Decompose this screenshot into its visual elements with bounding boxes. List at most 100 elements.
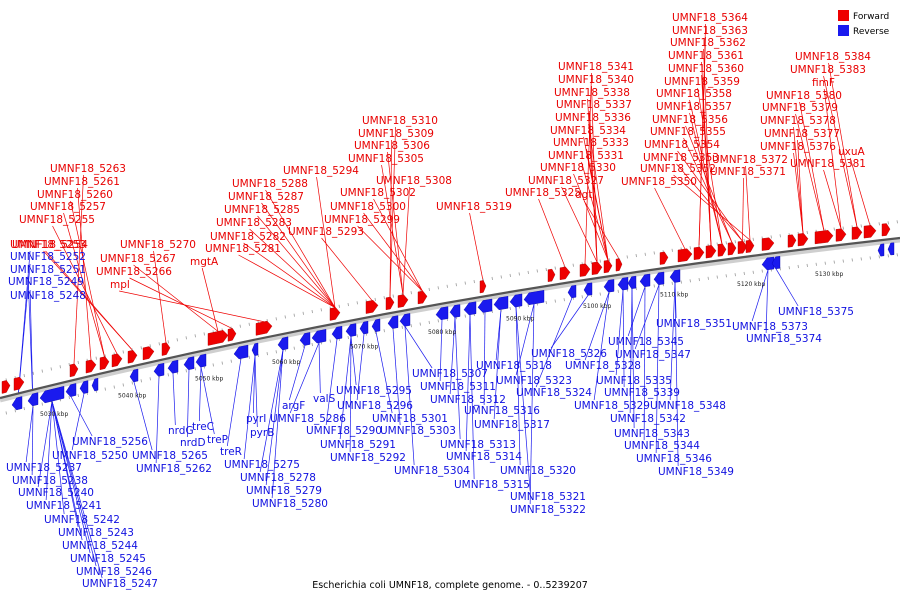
leader-line [77, 187, 92, 360]
legend-reverse-swatch [838, 25, 849, 36]
reverse-gene-label: UMNF18_5346 [636, 453, 712, 465]
leader-line [439, 319, 443, 382]
minor-tick [41, 369, 43, 373]
reverse-gene-label: UMNF18_5279 [246, 485, 322, 497]
scale-tick-label: 5040 kbp [118, 393, 146, 400]
leader-line [249, 228, 336, 308]
forward-gene-arrow [111, 353, 123, 368]
leader-line [51, 401, 97, 567]
leader-line [198, 367, 202, 422]
forward-gene-label: UMNF18_5294 [283, 165, 359, 177]
leader-line [586, 148, 609, 261]
minor-tick [410, 291, 412, 295]
leader-line [52, 225, 118, 354]
minor-tick [167, 340, 169, 344]
reverse-gene-arrow [399, 313, 411, 327]
scale-tick-label: 5130 kbp [815, 271, 843, 278]
minor-tick [275, 317, 277, 321]
forward-gene-arrow [851, 226, 863, 240]
forward-gene-label: UMNF18_5266 [96, 266, 172, 278]
leader-line [581, 161, 609, 261]
forward-gene-label: UMNF18_5377 [764, 128, 840, 140]
leader-line [449, 317, 456, 395]
reverse-gene-arrow [311, 329, 327, 344]
minor-tick [302, 344, 304, 348]
forward-gene-label: UMNF18_5288 [232, 178, 308, 190]
forward-gene-label: UMNF18_5357 [656, 101, 732, 113]
minor-tick [347, 302, 349, 307]
minor-tick [248, 322, 250, 326]
minor-tick [374, 297, 376, 301]
minor-tick [734, 240, 736, 244]
leader-line [133, 264, 219, 332]
leader-line [201, 267, 219, 332]
forward-gene-arrow [329, 307, 341, 321]
reverse-gene-label: UMNF18_5329 [574, 400, 650, 412]
leader-line [321, 237, 373, 301]
reverse-gene-arrow [387, 315, 399, 329]
reverse-gene-label: UMNF18_5324 [516, 387, 592, 399]
leader-line [186, 369, 190, 438]
reverse-gene-label: UMNF18_5351 [656, 318, 732, 330]
leader-line [243, 242, 336, 308]
minor-tick [311, 342, 313, 347]
reverse-gene-label: UMNF18_5241 [26, 500, 102, 512]
leader-line [51, 401, 83, 541]
leader-line [535, 297, 573, 388]
minor-tick [464, 281, 466, 285]
genome-caption: Escherichia coli UMNF18, complete genome… [312, 580, 588, 591]
minor-tick [860, 257, 862, 261]
forward-gene-arrow [745, 239, 755, 253]
reverse-gene-label: UMNF18_5339 [604, 387, 680, 399]
reverse-gene-arrow [167, 359, 179, 374]
forward-gene-label: fimF [812, 77, 835, 89]
minor-tick [743, 238, 745, 243]
minor-tick [338, 304, 340, 308]
minor-tick [185, 369, 187, 373]
minor-tick [617, 289, 619, 293]
reverse-gene-arrow [449, 304, 461, 318]
reverse-gene-label: UMNF18_5280 [252, 498, 328, 510]
minor-tick [527, 303, 529, 308]
leader-line [70, 396, 93, 437]
minor-tick [860, 224, 862, 228]
legend: Forward Reverse [838, 10, 890, 37]
minor-tick [95, 356, 97, 360]
reverse-gene-label: UMNF18_5326 [531, 348, 607, 360]
reverse-gene-arrow [331, 325, 343, 340]
minor-tick [410, 324, 412, 328]
forward-gene-label: UMNF18_5281 [205, 243, 281, 255]
reverse-gene-label: UMNF18_5307 [412, 368, 488, 380]
forward-gene-arrow [227, 328, 237, 342]
leader-line [793, 152, 804, 234]
forward-gene-arrow [85, 359, 97, 374]
minor-tick [878, 255, 880, 259]
leader-line [849, 157, 871, 226]
leader-line [119, 290, 265, 323]
minor-tick [689, 279, 691, 283]
reverse-gene-arrow [877, 243, 885, 257]
leader-line [538, 198, 566, 268]
minor-tick [221, 361, 223, 365]
scale-tick-label: 5100 kbp [583, 303, 611, 310]
forward-gene-label: UMNF18_5334 [550, 125, 626, 137]
reverse-gene-label: UMNF18_5311 [420, 381, 496, 393]
reverse-gene-label: pyrB [250, 427, 274, 439]
leader-line [252, 355, 256, 414]
leader-line [243, 355, 256, 460]
reverse-gene-label: UMNF18_5278 [240, 472, 316, 484]
leader-line [271, 349, 284, 499]
forward-gene-label: UMNF18_5302 [340, 187, 416, 199]
minor-tick [734, 273, 736, 277]
forward-gene-arrow [761, 237, 775, 251]
reverse-gene-label: UMNF18_5244 [62, 540, 138, 552]
minor-tick [293, 346, 295, 350]
forward-gene-arrow [615, 258, 623, 272]
leader-line [677, 150, 743, 242]
reverse-gene-arrow [583, 282, 593, 296]
reverse-gene-arrow [277, 336, 289, 351]
reverse-gene-arrow [299, 332, 311, 346]
leader-line [674, 282, 677, 319]
leader-line [593, 292, 610, 401]
minor-tick [671, 248, 673, 252]
